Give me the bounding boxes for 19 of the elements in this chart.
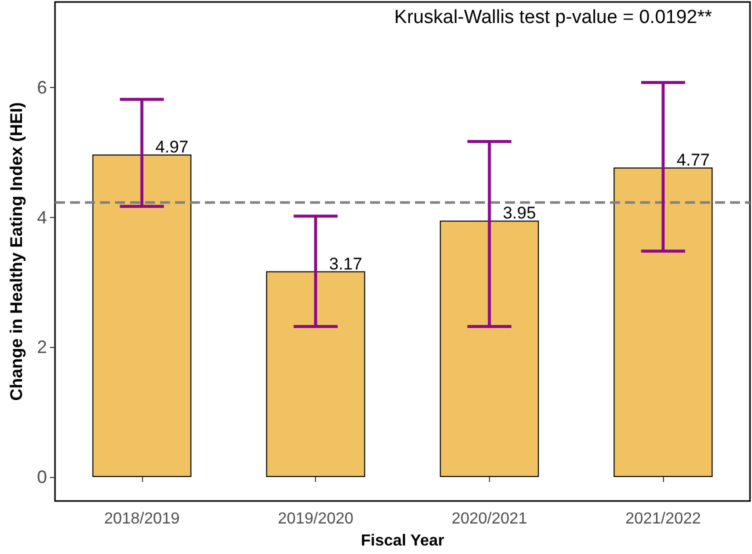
x-tick-label: 2020/2021 — [452, 510, 528, 528]
bar — [440, 220, 539, 477]
data-label: 3.95 — [502, 204, 536, 223]
y-tick-label: 6 — [36, 78, 47, 98]
bar — [92, 154, 192, 477]
data-label: 3.17 — [329, 254, 362, 274]
bar — [266, 271, 366, 477]
data-label: 4.97 — [155, 137, 188, 156]
annotation: Kruskal-Wallis test p-value = 0.0192** — [394, 7, 713, 28]
y-tick-label: 2 — [36, 337, 47, 358]
bar — [614, 167, 713, 477]
y-tick-label: 0 — [36, 466, 47, 487]
data-label: 4.77 — [676, 150, 710, 170]
x-axis-title: Fiscal Year — [360, 532, 444, 550]
x-tick-label: 2021/2022 — [625, 510, 702, 528]
x-tick-label: 2018/2019 — [104, 510, 180, 528]
x-tick-label: 2019/2020 — [278, 510, 354, 528]
y-tick-label: 4 — [36, 207, 47, 228]
y-axis-title: Change in Healthy Eating Index (HEI) — [7, 102, 26, 401]
